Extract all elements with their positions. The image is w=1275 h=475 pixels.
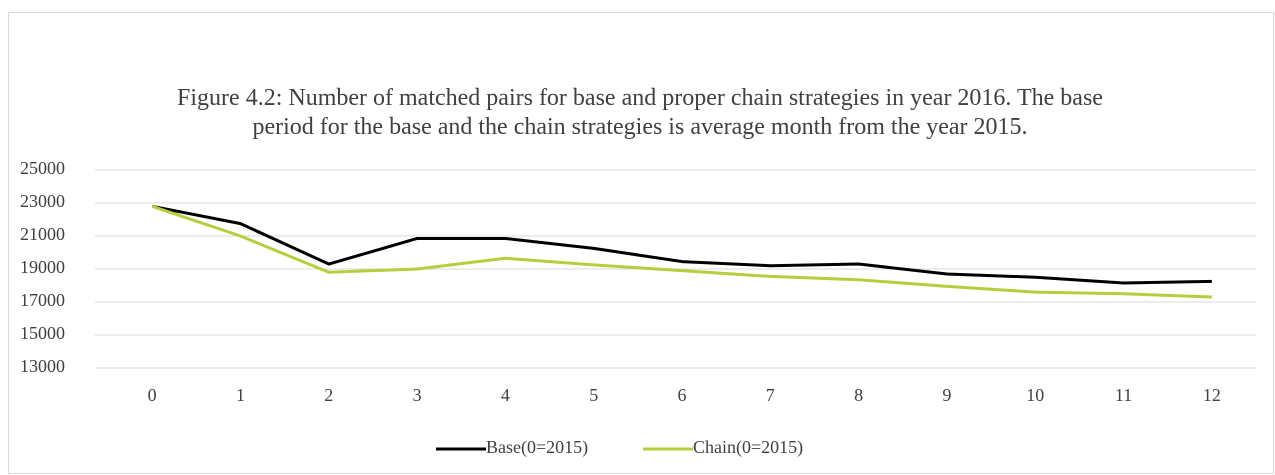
x-tick-label: 8	[854, 385, 863, 405]
x-tick-label: 3	[413, 385, 422, 405]
x-tick-label: 11	[1115, 385, 1132, 405]
y-tick-label: 13000	[20, 356, 65, 376]
x-tick-label: 9	[942, 385, 951, 405]
x-tick-label: 1	[236, 385, 245, 405]
series-line	[151, 204, 1212, 299]
x-tick-label: 5	[589, 385, 598, 405]
x-tick-label: 6	[678, 385, 687, 405]
series-line	[151, 204, 1212, 285]
legend-label: Base(0=2015)	[486, 437, 588, 458]
legend-label: Chain(0=2015)	[693, 437, 803, 458]
y-tick-label: 17000	[20, 290, 65, 310]
y-tick-label: 19000	[20, 257, 65, 277]
x-tick-label: 12	[1203, 385, 1221, 405]
x-tick-label: 7	[766, 385, 775, 405]
y-tick-label: 25000	[20, 158, 65, 178]
x-tick-label: 0	[148, 385, 157, 405]
chart-frame	[8, 12, 1274, 474]
chart-title: Figure 4.2: Number of matched pairs for …	[177, 85, 1103, 140]
x-tick-label: 2	[324, 385, 333, 405]
y-tick-label: 23000	[20, 191, 65, 211]
x-tick-label: 10	[1026, 385, 1044, 405]
y-tick-label: 21000	[20, 224, 65, 244]
y-tick-label: 15000	[20, 323, 65, 343]
x-tick-label: 4	[501, 385, 510, 405]
